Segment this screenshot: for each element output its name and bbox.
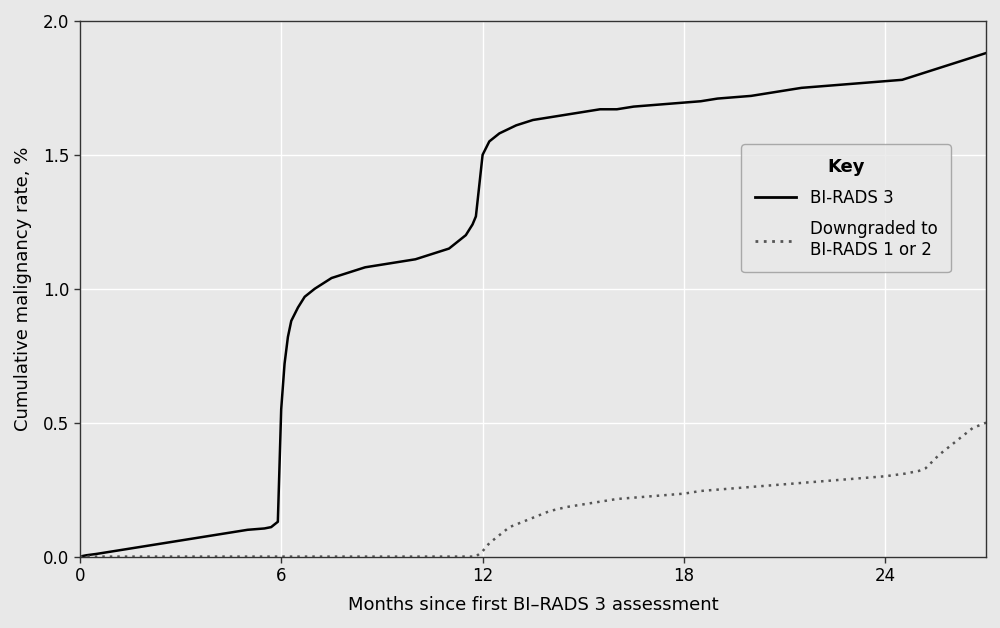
- Y-axis label: Cumulative malignancy rate, %: Cumulative malignancy rate, %: [14, 146, 32, 431]
- Legend: BI-RADS 3, Downgraded to
BI-RADS 1 or 2: BI-RADS 3, Downgraded to BI-RADS 1 or 2: [741, 144, 951, 273]
- X-axis label: Months since first BI–RADS 3 assessment: Months since first BI–RADS 3 assessment: [348, 596, 718, 614]
